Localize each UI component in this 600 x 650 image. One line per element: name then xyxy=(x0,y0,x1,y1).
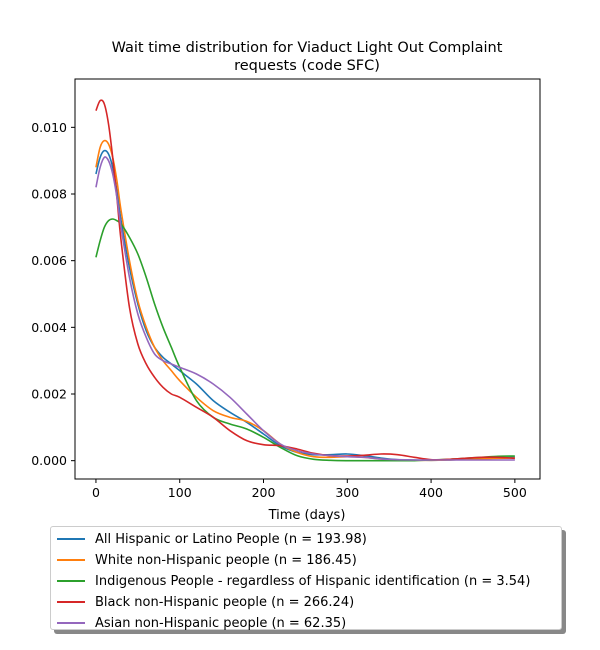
x-tick-label: 400 xyxy=(419,485,443,500)
x-tick-label: 0 xyxy=(92,485,100,500)
legend-item: Asian non-Hispanic people (n = 62.35) xyxy=(57,613,346,633)
legend-label: Asian non-Hispanic people (n = 62.35) xyxy=(95,615,347,631)
legend-label: Black non-Hispanic people (n = 266.24) xyxy=(95,594,355,610)
series-line-0 xyxy=(95,149,515,462)
y-axis-ticks: 0.000 0.002 0.004 0.006 0.008 0.010 xyxy=(31,120,75,468)
legend-label: White non-Hispanic people (n = 186.45) xyxy=(95,552,357,568)
y-tick-label: 0.008 xyxy=(31,187,67,202)
x-axis-ticks: 0 100 200 300 400 500 xyxy=(92,479,527,500)
x-axis-label: Time (days) xyxy=(268,508,346,523)
legend-swatch xyxy=(57,622,85,624)
x-tick-label: 200 xyxy=(252,485,276,500)
legend-item: All Hispanic or Latino People (n = 193.9… xyxy=(57,529,367,549)
series-line-3 xyxy=(95,99,515,461)
legend-item: Black non-Hispanic people (n = 266.24) xyxy=(57,592,354,612)
legend-swatch xyxy=(57,601,85,603)
legend-swatch xyxy=(57,580,85,582)
legend-swatch xyxy=(57,559,85,561)
x-tick-label: 100 xyxy=(168,485,192,500)
y-tick-label: 0.000 xyxy=(31,453,67,468)
chart-title: Wait time distribution for Viaduct Light… xyxy=(112,40,503,74)
legend-swatch xyxy=(57,538,85,540)
legend-item: Indigenous People - regardless of Hispan… xyxy=(57,571,530,591)
legend: All Hispanic or Latino People (n = 193.9… xyxy=(50,526,562,633)
legend-label: Indigenous People - regardless of Hispan… xyxy=(95,573,531,589)
legend-item: White non-Hispanic people (n = 186.45) xyxy=(57,550,357,570)
series-layer xyxy=(95,99,515,462)
y-tick-label: 0.002 xyxy=(31,387,67,402)
x-tick-label: 300 xyxy=(335,485,359,500)
chart-title-line-1: Wait time distribution for Viaduct Light… xyxy=(112,40,503,56)
y-tick-label: 0.010 xyxy=(31,120,67,135)
series-line-1 xyxy=(95,139,515,462)
x-tick-label: 500 xyxy=(503,485,527,500)
plot-frame xyxy=(74,78,541,480)
chart-title-line-2: requests (code SFC) xyxy=(234,58,380,74)
series-line-4 xyxy=(95,156,515,461)
legend-label: All Hispanic or Latino People (n = 193.9… xyxy=(95,531,367,547)
y-tick-label: 0.004 xyxy=(31,320,67,335)
series-line-2 xyxy=(95,218,515,462)
y-tick-label: 0.006 xyxy=(31,253,67,268)
